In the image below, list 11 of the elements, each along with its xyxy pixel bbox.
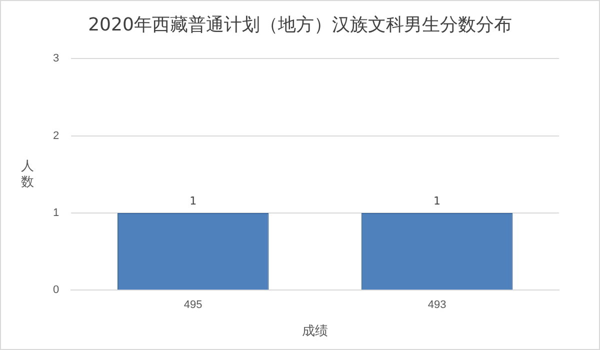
x-tick-label: 493: [428, 298, 446, 311]
chart-title: 2020年西藏普通计划（地方）汉族文科男生分数分布: [88, 14, 512, 36]
data-label: 1: [434, 194, 441, 208]
x-axis-title: 成绩: [302, 322, 328, 338]
data-label: 1: [190, 194, 197, 208]
y-tick-label: 1: [52, 207, 60, 220]
y-tick-label: 3: [52, 52, 60, 65]
y-axis-title: 人数: [21, 159, 35, 191]
y-tick-label: 2: [52, 130, 60, 142]
x-tick-label: 495: [184, 298, 202, 311]
y-tick-label: 0: [52, 284, 60, 296]
